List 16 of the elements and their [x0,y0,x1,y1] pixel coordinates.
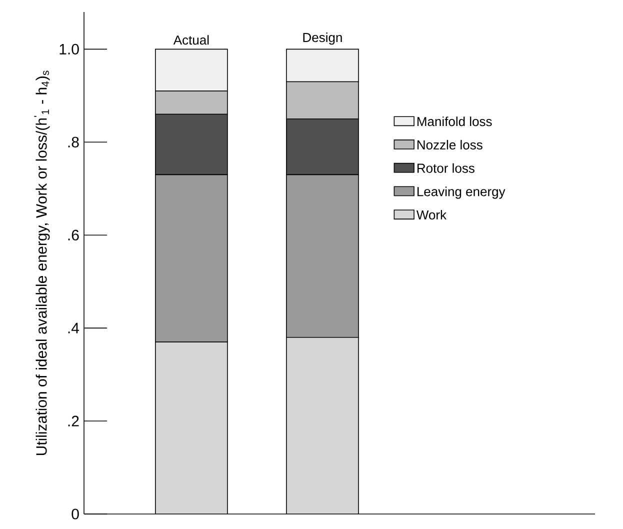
legend-label: Manifold loss [417,116,492,126]
legend-label: Nozzle loss [417,140,482,150]
legend-label: Work [416,210,447,220]
y-tick-label: 1.0 [60,44,79,54]
y-tick-label: .6 [68,230,79,240]
bar [286,336,359,514]
legend-label: Rotor loss [417,163,474,173]
legend-label: Leaving energy [417,186,506,199]
y-tick-label: 0 [72,508,79,520]
x-tick-label: Design [303,32,342,45]
y-tick-label: .2 [68,416,79,426]
bar [155,342,228,514]
y-axis-title: Utilization of ideal available energy, Work or loss/(h$^{'}$$_{1}$ - h$_{4}$)$_{s}$ [34,70,50,456]
y-tick-label: .4 [68,322,80,334]
y-tick-label: .8 [68,136,79,148]
x-tick-label: Actual [173,35,209,45]
